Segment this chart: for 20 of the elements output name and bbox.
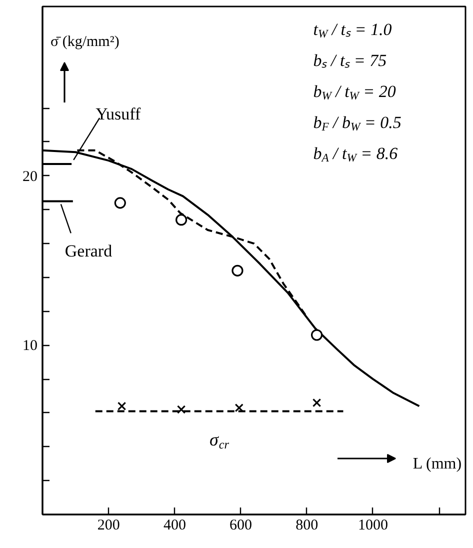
- x-tick-label: 400: [163, 518, 186, 534]
- x-tick-label: 200: [97, 518, 120, 534]
- x-axis-title: L (mm): [412, 456, 462, 473]
- x-tick-label: 600: [230, 518, 252, 534]
- x-tick-label: 800: [296, 518, 318, 534]
- point: [310, 329, 323, 341]
- annotation: bₛ / tₛ = 75: [313, 50, 387, 70]
- y-tick-label: 20: [22, 168, 38, 185]
- point: [234, 403, 244, 412]
- point: [114, 197, 126, 209]
- x-tick-label: 1000: [358, 518, 388, 534]
- legend-label: Gerard: [64, 242, 113, 261]
- y-axis-title: σ̄ (kg/mm²): [50, 34, 120, 50]
- point: [176, 405, 186, 414]
- point: [117, 402, 126, 410]
- y-tick-label: 10: [22, 338, 38, 354]
- point: [312, 398, 322, 408]
- text: Yusuff: [96, 104, 141, 124]
- point: [175, 214, 188, 226]
- point: [232, 264, 244, 276]
